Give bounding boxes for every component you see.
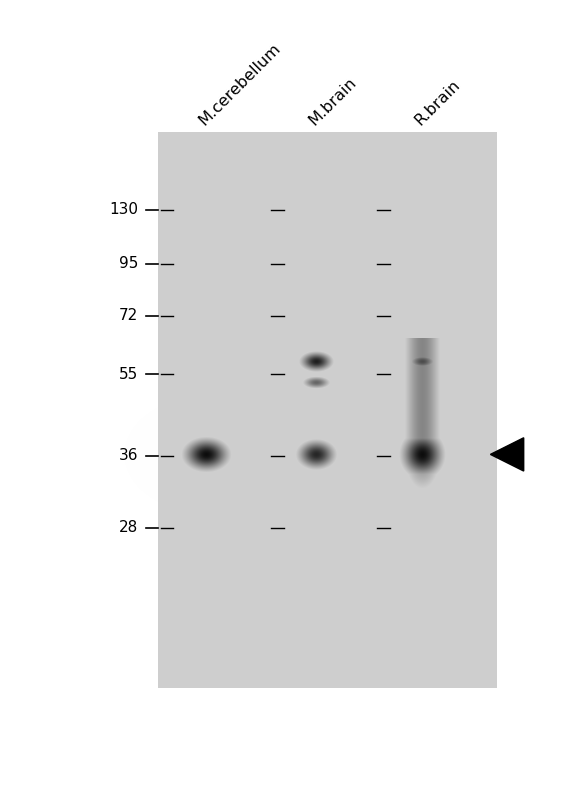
Text: M.brain: M.brain (306, 74, 359, 128)
Text: 95: 95 (119, 257, 138, 271)
Text: M.cerebellum: M.cerebellum (195, 41, 283, 128)
Text: R.brain: R.brain (412, 77, 463, 128)
Polygon shape (490, 438, 524, 471)
Text: 28: 28 (119, 521, 138, 535)
Text: 72: 72 (119, 309, 138, 323)
Text: 55: 55 (119, 367, 138, 382)
Text: 36: 36 (119, 449, 138, 463)
Text: 130: 130 (110, 202, 138, 217)
